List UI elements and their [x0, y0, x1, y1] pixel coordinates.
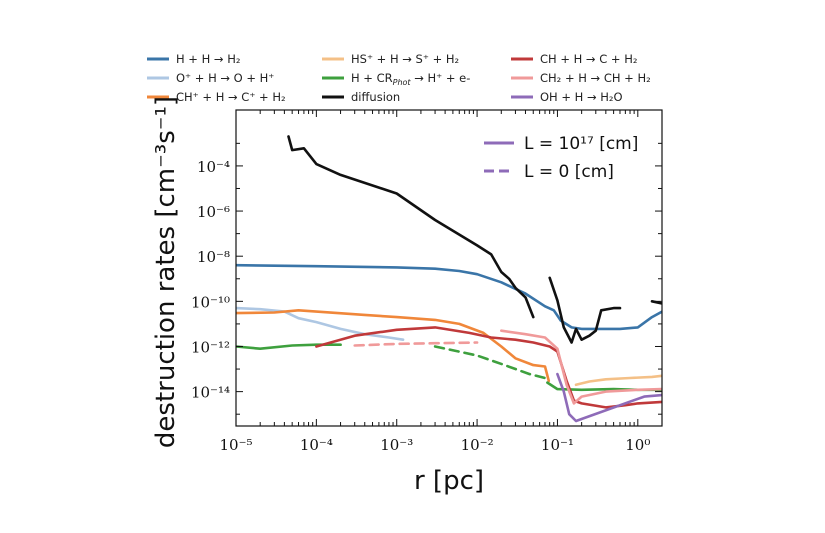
series-line-diffusion-7: [287, 135, 535, 319]
x-axis-label: r [pc]: [414, 466, 484, 496]
series-line-h-cr-phot-h-e-l-0-5: [433, 345, 547, 380]
y-tick-label: 10⁻⁶: [197, 203, 230, 221]
series-line-hs-h-s-h-3: [574, 374, 662, 387]
series-line-ch-h-c-h-2: [236, 309, 551, 383]
y-tick-label: 10⁻¹⁴: [191, 384, 230, 402]
y-tick-label: 10⁻⁸: [197, 248, 230, 266]
x-tick-label: 10⁻³: [380, 436, 413, 454]
legend-label-8: OH + H → H₂O: [540, 90, 623, 104]
legend-label-5: diffusion: [351, 90, 400, 104]
legend-label-6: CH + H → C + H₂: [540, 52, 637, 66]
ticks-layer: 10⁻⁵ 10⁻⁴ 10⁻³ 10⁻² 10⁻¹ 10⁰ 10⁻¹⁴ 10⁻¹² 10⁻¹⁰ 10…: [191, 110, 663, 454]
inner-legend: L = 10¹⁷ [cm] L = 0 [cm]: [484, 134, 638, 182]
x-tick-label: 10⁰: [625, 436, 650, 454]
y-axis-label: destruction rates [cm⁻³s⁻¹]: [151, 96, 181, 448]
legend-label-3: HS⁺ + H → S⁺ + H₂: [351, 52, 459, 66]
y-tick-label: 10⁻¹⁰: [191, 293, 230, 311]
series-line-o-h-o-h-1: [236, 306, 405, 341]
inner-legend-label-0: L = 10¹⁷ [cm]: [524, 134, 638, 154]
x-tick-label: 10⁻⁴: [300, 436, 333, 454]
series-layer: [236, 135, 662, 423]
plot-frame: [235, 109, 663, 427]
series-line-ch-h-ch-h-11: [500, 329, 662, 405]
legend-label-4: H + CRPhot → H⁺ + e-: [351, 71, 470, 87]
legend-label-1: O⁺ + H → O + H⁺: [176, 71, 274, 85]
series-line-h-h-h-0: [236, 263, 662, 331]
x-tick-label: 10⁻¹: [541, 436, 574, 454]
series-line-diffusion-segment-3-9: [650, 300, 662, 305]
series-line-oh-h-h-o-13: [556, 372, 662, 423]
legend-label-0: H + H → H₂: [176, 52, 240, 66]
series-line-diffusion-segment-2-8: [548, 276, 622, 344]
legend-label-2: CH⁺ + H → C⁺ + H₂: [176, 90, 286, 104]
inner-legend-label-1: L = 0 [cm]: [524, 162, 614, 182]
legend: H + H → H₂ O⁺ + H → O + H⁺ CH⁺ + H → C⁺ + …: [147, 52, 651, 104]
series-line-ch-h-ch-h-l-0-12: [353, 341, 479, 347]
x-tick-label: 10⁻⁵: [219, 436, 252, 454]
y-tick-label: 10⁻¹²: [191, 338, 230, 356]
y-tick-label: 10⁻⁴: [197, 158, 230, 176]
legend-label-7: CH₂ + H → CH + H₂: [540, 71, 651, 85]
x-tick-label: 10⁻²: [461, 436, 494, 454]
series-line-ch-h-c-h-10: [315, 326, 662, 409]
